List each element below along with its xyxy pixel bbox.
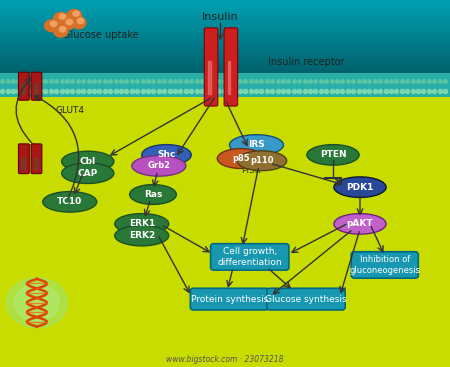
Ellipse shape <box>62 151 114 172</box>
Circle shape <box>6 278 67 328</box>
Circle shape <box>54 25 68 37</box>
Ellipse shape <box>230 135 284 155</box>
Text: Grb2: Grb2 <box>147 161 171 170</box>
Text: IRS: IRS <box>248 141 265 149</box>
Text: Ras: Ras <box>144 190 162 199</box>
Text: Protein synthesis: Protein synthesis <box>191 295 268 304</box>
Circle shape <box>77 18 84 23</box>
Ellipse shape <box>130 185 176 204</box>
Ellipse shape <box>132 156 186 176</box>
Ellipse shape <box>334 214 386 234</box>
FancyBboxPatch shape <box>204 28 218 106</box>
Text: p85: p85 <box>232 154 250 163</box>
Ellipse shape <box>43 192 97 212</box>
Text: Glucose uptake: Glucose uptake <box>63 30 139 40</box>
Circle shape <box>45 20 59 32</box>
Text: pAKT: pAKT <box>346 219 374 228</box>
Ellipse shape <box>307 145 359 165</box>
Text: PDK1: PDK1 <box>346 183 374 192</box>
FancyBboxPatch shape <box>18 72 29 100</box>
FancyBboxPatch shape <box>351 252 418 278</box>
Text: PI3K: PI3K <box>241 166 261 175</box>
Ellipse shape <box>237 151 287 171</box>
FancyBboxPatch shape <box>211 244 289 270</box>
Circle shape <box>73 11 79 16</box>
Circle shape <box>67 10 81 21</box>
FancyBboxPatch shape <box>31 72 42 100</box>
Ellipse shape <box>62 163 114 184</box>
Text: Cbl: Cbl <box>80 157 96 166</box>
FancyBboxPatch shape <box>224 28 238 106</box>
Ellipse shape <box>334 177 386 197</box>
Text: TC10: TC10 <box>57 197 82 206</box>
Text: Shc: Shc <box>158 150 176 159</box>
Ellipse shape <box>217 149 264 168</box>
Text: ERK2: ERK2 <box>129 231 155 240</box>
Circle shape <box>50 21 57 26</box>
Ellipse shape <box>142 145 191 165</box>
Text: p110: p110 <box>250 156 274 165</box>
Text: www.bigstock.com · 23073218: www.bigstock.com · 23073218 <box>166 355 284 364</box>
Text: ERK1: ERK1 <box>129 219 155 228</box>
Text: Insulin: Insulin <box>202 11 239 22</box>
Text: CAP: CAP <box>77 169 98 178</box>
Circle shape <box>60 18 75 30</box>
Circle shape <box>14 284 59 321</box>
Text: Inhibition of
gluconeogenesis: Inhibition of gluconeogenesis <box>349 255 420 275</box>
Text: Glucose synthesis: Glucose synthesis <box>265 295 347 304</box>
Ellipse shape <box>115 214 169 234</box>
Text: Insulin receptor: Insulin receptor <box>268 57 344 68</box>
Text: GLUT4: GLUT4 <box>55 106 84 115</box>
Circle shape <box>54 12 68 24</box>
FancyBboxPatch shape <box>18 144 29 174</box>
FancyBboxPatch shape <box>267 288 345 310</box>
FancyBboxPatch shape <box>31 144 42 174</box>
Text: Cell growth,
differentiation: Cell growth, differentiation <box>217 247 282 266</box>
Circle shape <box>59 14 66 19</box>
FancyBboxPatch shape <box>190 288 269 310</box>
Text: PTEN: PTEN <box>320 150 346 159</box>
Ellipse shape <box>115 225 169 246</box>
Circle shape <box>72 17 86 29</box>
Circle shape <box>66 19 72 25</box>
Circle shape <box>59 27 66 32</box>
